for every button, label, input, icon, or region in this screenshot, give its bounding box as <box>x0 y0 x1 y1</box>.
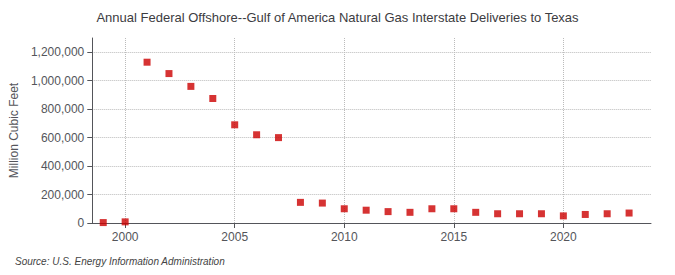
svg-text:0: 0 <box>78 216 85 230</box>
svg-text:400,000: 400,000 <box>41 159 85 173</box>
svg-text:600,000: 600,000 <box>41 131 85 145</box>
svg-text:2000: 2000 <box>112 230 139 244</box>
svg-text:800,000: 800,000 <box>41 102 85 116</box>
svg-text:1,000,000: 1,000,000 <box>31 74 85 88</box>
svg-text:2015: 2015 <box>440 230 467 244</box>
svg-text:2005: 2005 <box>221 230 248 244</box>
svg-text:2020: 2020 <box>550 230 577 244</box>
svg-text:1,200,000: 1,200,000 <box>31 45 85 59</box>
svg-text:Million Cubic Feet: Million Cubic Feet <box>7 82 21 178</box>
svg-text:Source: U.S. Energy Informatio: Source: U.S. Energy Information Administ… <box>15 256 225 267</box>
svg-text:Annual Federal Offshore--Gulf: Annual Federal Offshore--Gulf of America… <box>96 10 579 25</box>
svg-text:200,000: 200,000 <box>41 188 85 202</box>
svg-text:2010: 2010 <box>331 230 358 244</box>
